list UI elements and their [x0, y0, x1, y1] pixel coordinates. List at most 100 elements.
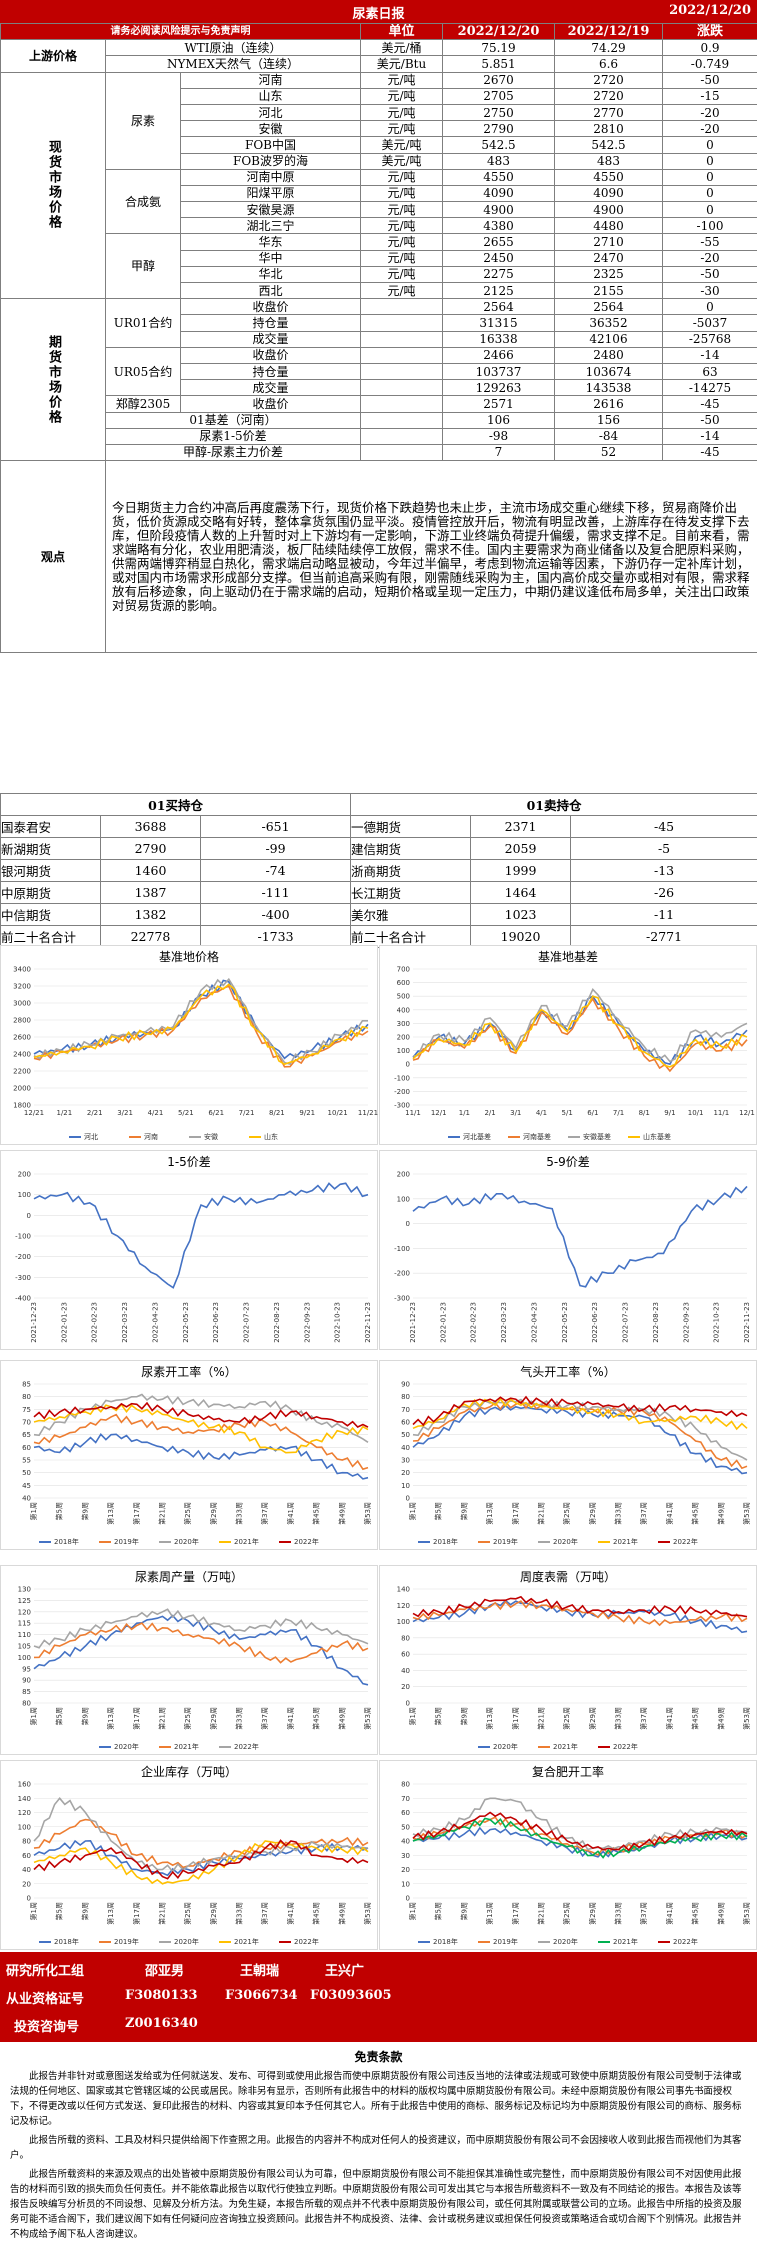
- x-tick-label: 10/1: [688, 1109, 704, 1117]
- row-value-2: 2770: [555, 104, 663, 120]
- row-value-2: 103674: [555, 363, 663, 379]
- y-tick-label: 3000: [13, 1000, 31, 1008]
- y-tick-label: 55: [22, 1457, 31, 1465]
- row-unit: 元/吨: [361, 121, 443, 137]
- long-cell: 国泰君安: [1, 816, 101, 838]
- section-upstream: 上游价格: [1, 40, 106, 72]
- x-tick-label: 第37周: [639, 1902, 648, 1925]
- y-tick-label: -100: [15, 1233, 31, 1241]
- y-tick-label: 0: [406, 1700, 410, 1708]
- legend-label: 2021年: [553, 1742, 578, 1751]
- x-tick-label: 第45周: [691, 1902, 700, 1925]
- y-tick-label: 75: [22, 1406, 31, 1414]
- chart-title: 5-9价差: [546, 1155, 590, 1169]
- x-tick-label: 第33周: [614, 1707, 623, 1730]
- x-tick-label: 第17周: [511, 1902, 520, 1925]
- table-row: 尿素1-5价差-98-84-14: [1, 428, 757, 444]
- x-tick-label: 第37周: [260, 1902, 269, 1925]
- y-tick-label: 80: [22, 1393, 31, 1401]
- y-tick-label: 200: [397, 1171, 410, 1179]
- y-tick-label: 65: [22, 1431, 31, 1439]
- x-tick-label: 第9周: [80, 1902, 89, 1920]
- x-tick-label: 11/1: [713, 1109, 729, 1117]
- row-unit: 元/吨: [361, 202, 443, 218]
- y-tick-label: 20: [22, 1880, 31, 1888]
- y-tick-label: 10: [401, 1482, 410, 1490]
- row-value-2: 542.5: [555, 137, 663, 153]
- y-tick-label: 100: [397, 1047, 410, 1055]
- row-value-1: 2275: [443, 266, 555, 282]
- y-tick-label: 0: [406, 1220, 410, 1228]
- x-tick-label: 第9周: [459, 1502, 468, 1520]
- y-tick-label: 125: [18, 1597, 31, 1605]
- legend-label: 2019年: [493, 1537, 518, 1546]
- row-change: -50: [663, 72, 757, 88]
- short-cell: 1464: [471, 882, 571, 904]
- row-value-1: 2466: [443, 347, 555, 363]
- x-tick-label: 第53周: [363, 1502, 372, 1525]
- row-value-1: 2655: [443, 234, 555, 250]
- chart-svg: 企业库存（万吨）020406080100120140160第1周第5周第9周第1…: [0, 1760, 378, 1950]
- row-value-1: 2705: [443, 88, 555, 104]
- x-tick-label: 第53周: [742, 1502, 751, 1525]
- y-tick-label: 200: [397, 1034, 410, 1042]
- chart-title: 基准地价格: [159, 949, 219, 964]
- y-tick-label: -100: [394, 1074, 410, 1082]
- x-tick-label: 第1周: [29, 1707, 38, 1725]
- x-tick-label: 第9周: [80, 1502, 89, 1520]
- y-tick-label: 20: [401, 1469, 410, 1477]
- legend-label: 山东基差: [643, 1132, 671, 1141]
- row-name: 收盘价: [181, 396, 361, 412]
- row-value-2: 42106: [555, 331, 663, 347]
- long-cell: 2790: [101, 838, 201, 860]
- chart-title: 气头开工率（%）: [520, 1364, 615, 1379]
- y-tick-label: 30: [401, 1852, 410, 1860]
- y-tick-label: 70: [401, 1795, 410, 1803]
- y-tick-label: 85: [22, 1688, 31, 1696]
- x-tick-label: 第1周: [408, 1902, 417, 1920]
- y-tick-label: 30: [401, 1457, 410, 1465]
- row-unit: [361, 315, 443, 331]
- x-tick-label: 11/21: [358, 1109, 378, 1117]
- long-cell: -111: [201, 882, 351, 904]
- analyst-name-2: 王朝瑞: [240, 1960, 279, 1979]
- section-spot: 现货市场价格: [1, 72, 106, 299]
- y-tick-label: 50: [401, 1823, 410, 1831]
- y-tick-label: 90: [401, 1381, 410, 1389]
- x-tick-label: 第37周: [639, 1502, 648, 1525]
- chart-svg: 基准地基差-300-200-10001002003004005006007001…: [379, 945, 757, 1145]
- legend-label: 2019年: [114, 1537, 139, 1546]
- x-tick-label: 第45周: [312, 1502, 321, 1525]
- x-tick-label: 第49周: [337, 1902, 346, 1925]
- legend-label: 安徽: [204, 1132, 218, 1141]
- row-value-2: 2480: [555, 347, 663, 363]
- x-tick-label: 第25周: [183, 1902, 192, 1925]
- y-tick-label: 80: [401, 1393, 410, 1401]
- y-tick-label: 20: [401, 1683, 410, 1691]
- x-tick-label: 第5周: [55, 1502, 64, 1520]
- x-tick-label: 第33周: [614, 1902, 623, 1925]
- row-change: 0: [663, 153, 757, 169]
- legend-label: 2018年: [54, 1537, 79, 1546]
- x-tick-label: 2022-09-23: [682, 1302, 690, 1343]
- row-change: -30: [663, 283, 757, 299]
- analyst-id-2: F3066734: [225, 1988, 298, 2003]
- y-tick-label: 160: [18, 1781, 31, 1789]
- y-tick-label: -300: [15, 1274, 31, 1282]
- x-tick-label: 2022-04-23: [151, 1302, 159, 1343]
- y-tick-label: 2400: [13, 1051, 31, 1059]
- row-name: FOB波罗的海: [181, 153, 361, 169]
- row-name: 华北: [181, 266, 361, 282]
- row-value-2: 2710: [555, 234, 663, 250]
- row-value-1: 103737: [443, 363, 555, 379]
- disclaimer: 免责条款 此报告并非针对或意图送发给或为任何就送发、发布、可得到或使用此报告而使…: [0, 2042, 757, 2221]
- row-change: -55: [663, 234, 757, 250]
- legend-label: 2022年: [673, 1937, 698, 1946]
- row-name: 成交量: [181, 331, 361, 347]
- x-tick-label: 第9周: [459, 1902, 468, 1920]
